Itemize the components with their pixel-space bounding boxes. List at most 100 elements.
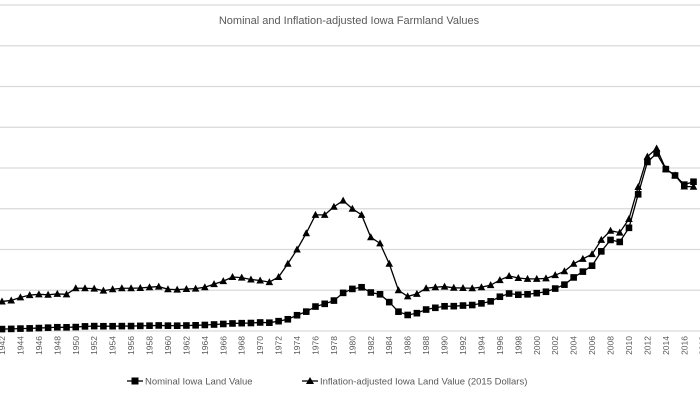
data-point-1998	[514, 274, 523, 282]
x-tick-label: 1970	[255, 336, 265, 355]
data-point-1984	[385, 298, 393, 306]
x-tick-label: 1978	[329, 336, 339, 355]
data-point-1974	[293, 245, 301, 253]
data-point-1942	[0, 297, 6, 305]
data-point-1964	[201, 321, 209, 329]
data-point-1948	[54, 323, 61, 331]
x-tick-label: 1992	[458, 336, 468, 355]
x-tick-label: 1976	[310, 336, 320, 355]
data-point-1976	[311, 210, 320, 218]
data-point-1987	[413, 309, 421, 317]
data-point-1945	[26, 325, 33, 332]
data-point-1984	[385, 259, 394, 267]
data-point-2009	[615, 228, 624, 236]
data-point-1958	[145, 283, 154, 291]
data-point-1967	[229, 320, 236, 327]
data-point-1979	[339, 289, 347, 297]
data-point-1968	[238, 319, 246, 327]
data-point-1943	[7, 296, 16, 304]
data-point-1959	[155, 322, 163, 329]
data-point-1989	[432, 304, 439, 312]
legend-item-nominal: Nominal Iowa Land Value	[127, 377, 253, 388]
data-point-1969	[247, 319, 255, 327]
data-point-2017	[690, 178, 697, 186]
data-point-1995	[486, 281, 495, 289]
data-point-1951	[81, 284, 89, 292]
data-point-1957	[136, 284, 145, 292]
gridlines	[0, 4, 700, 332]
data-point-1961	[173, 285, 181, 293]
data-point-1981	[357, 210, 366, 218]
data-point-1997	[505, 290, 513, 297]
x-tick-label: 1948	[52, 336, 62, 355]
data-point-1990	[440, 282, 449, 290]
x-tick-label: 1968	[237, 336, 247, 355]
data-point-1976	[312, 303, 319, 310]
data-point-1962	[183, 322, 190, 329]
x-tick-label: 2002	[550, 336, 560, 355]
data-point-1979	[339, 196, 347, 204]
data-point-1993	[468, 284, 477, 292]
x-tick-label: 1942	[0, 336, 7, 355]
data-point-1975	[302, 308, 310, 315]
data-point-1986	[404, 311, 411, 319]
x-tick-label: 2004	[569, 336, 579, 355]
x-tick-label: 1944	[15, 336, 25, 355]
data-point-1951	[81, 323, 89, 330]
data-point-1973	[284, 259, 292, 267]
data-point-2005	[579, 254, 587, 262]
data-point-2006	[588, 250, 596, 258]
data-point-1982	[367, 233, 375, 241]
x-tick-label: 1984	[384, 336, 394, 355]
data-point-1963	[191, 284, 200, 292]
legend-item-inflation-adjusted: Inflation-adjusted Iowa Land Value (2015…	[302, 377, 527, 388]
data-point-1992	[459, 284, 467, 292]
data-point-1973	[284, 315, 292, 323]
series-line	[1, 147, 694, 303]
x-tick-label: 1990	[440, 336, 450, 355]
series-nominal	[0, 150, 697, 333]
data-point-2001	[542, 288, 550, 296]
x-tick-label: 1962	[181, 336, 191, 355]
data-point-1970	[256, 319, 264, 326]
x-tick-label: 1964	[200, 336, 210, 355]
data-point-1991	[450, 302, 458, 310]
data-point-1957	[137, 322, 144, 330]
data-point-1966	[219, 320, 227, 328]
data-point-1990	[441, 302, 448, 310]
data-point-2005	[579, 268, 587, 275]
x-tick-label: 1988	[421, 336, 431, 355]
series-line	[1, 152, 694, 330]
data-point-1983	[376, 291, 384, 298]
series-inflation-adjusted	[0, 144, 698, 305]
data-point-2012	[643, 152, 652, 160]
data-point-1970	[256, 276, 264, 284]
x-tick-label: 1950	[71, 336, 81, 355]
data-point-1964	[201, 283, 209, 291]
data-point-2010	[625, 214, 633, 222]
data-point-1952	[90, 284, 98, 292]
x-tick-label: 1994	[476, 336, 486, 355]
data-point-1955	[118, 284, 126, 292]
data-point-2002	[551, 285, 559, 292]
data-point-1994	[478, 300, 485, 307]
data-point-1978	[330, 297, 338, 304]
data-point-1965	[210, 321, 218, 328]
data-point-1958	[146, 322, 153, 329]
data-point-2006	[588, 262, 596, 270]
data-point-1972	[274, 273, 283, 281]
data-point-1954	[109, 322, 116, 330]
data-point-2013	[652, 144, 661, 152]
data-point-2002	[551, 271, 559, 279]
data-point-1967	[228, 273, 237, 281]
x-tick-label: 1952	[89, 336, 99, 355]
data-point-2007	[597, 235, 606, 243]
data-point-1952	[90, 322, 98, 330]
data-point-2012	[644, 158, 651, 166]
x-tick-label: 1980	[347, 336, 357, 355]
x-tick-label: 2018	[698, 336, 700, 355]
data-point-1953	[99, 286, 108, 294]
data-point-1948	[53, 289, 62, 297]
data-point-2001	[542, 274, 550, 282]
data-point-1949	[63, 324, 70, 331]
